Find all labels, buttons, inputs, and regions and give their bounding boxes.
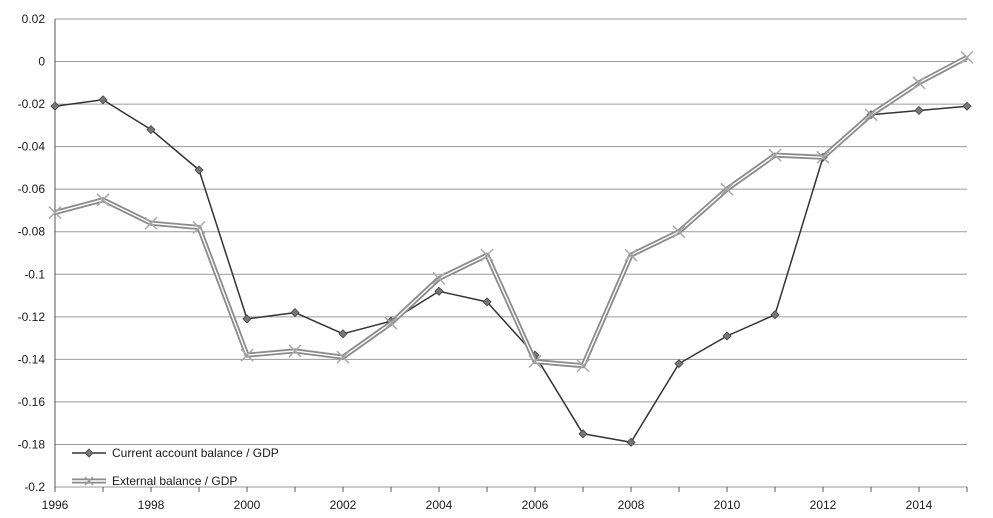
data-point-external-balance <box>144 216 158 230</box>
y-tick-label: -0.08 <box>18 225 46 239</box>
x-tick-label: 2010 <box>714 498 741 512</box>
data-point-current-account <box>146 125 156 135</box>
legend-item-external-balance: External balance / GDP <box>72 474 237 488</box>
legend-label-external-balance: External balance / GDP <box>112 474 237 488</box>
data-point-external-balance <box>816 150 830 164</box>
x-tick-label: 2008 <box>618 498 645 512</box>
data-point-current-account <box>626 437 636 447</box>
series-line-current-account <box>54 99 968 444</box>
data-point-current-account <box>914 105 924 116</box>
y-tick-label: -0.06 <box>18 182 46 196</box>
data-point-external-balance <box>240 348 254 362</box>
data-point-current-account <box>770 310 780 320</box>
data-point-external-balance <box>48 206 62 220</box>
x-tick-label: 2014 <box>906 498 933 512</box>
data-point-external-balance <box>768 148 782 162</box>
data-point-external-balance <box>528 354 542 369</box>
data-point-current-account <box>242 314 252 324</box>
legend-marker-diamond <box>84 448 94 458</box>
data-point-external-balance <box>192 220 206 235</box>
x-tick-label: 2012 <box>810 498 837 512</box>
data-point-current-account <box>674 359 684 369</box>
series-line-external-balance <box>54 55 969 369</box>
data-point-external-balance <box>672 225 686 239</box>
legend-label-current-account: Current account balance / GDP <box>112 446 279 460</box>
data-point-external-balance <box>432 271 446 286</box>
data-point-external-balance <box>864 108 878 122</box>
y-tick-label: -0.16 <box>18 395 46 409</box>
legend: Current account balance / GDP External b… <box>72 446 279 488</box>
legend-item-current-account: Current account balance / GDP <box>72 446 279 460</box>
series-layer <box>48 50 974 447</box>
series-line-external-balance-inner <box>54 56 968 367</box>
data-point-current-account <box>194 165 204 175</box>
data-point-external-balance <box>288 344 302 358</box>
data-point-current-account <box>962 101 972 111</box>
data-point-current-account <box>50 101 60 111</box>
legend-marker-x <box>84 476 94 486</box>
data-point-external-balance <box>384 316 398 330</box>
data-point-current-account <box>482 297 492 307</box>
x-tick-label: 1996 <box>42 498 69 512</box>
y-tick-label: -0.1 <box>24 267 45 281</box>
grid-layer <box>55 18 967 488</box>
data-point-external-balance <box>96 193 110 207</box>
data-point-external-balance <box>336 350 350 364</box>
x-tick-label: 2002 <box>330 498 357 512</box>
data-point-current-account <box>722 331 732 341</box>
y-tick-label: -0.14 <box>18 352 46 366</box>
data-point-current-account <box>290 307 300 318</box>
y-tick-label: -0.2 <box>24 480 45 494</box>
y-tick-label: -0.18 <box>18 437 46 451</box>
data-point-external-balance <box>576 359 590 373</box>
data-point-external-balance <box>480 248 494 262</box>
data-point-external-balance <box>912 76 926 90</box>
y-tick-label: -0.12 <box>18 310 46 324</box>
y-tick-label: 0.02 <box>22 12 46 26</box>
x-tick-label: 1998 <box>138 498 165 512</box>
data-point-current-account <box>98 95 108 105</box>
y-tick-label: -0.02 <box>18 97 46 111</box>
data-point-current-account <box>578 429 588 439</box>
data-point-external-balance <box>720 182 734 196</box>
data-point-external-balance <box>624 248 638 262</box>
data-point-current-account <box>338 329 348 339</box>
y-tick-label: 0 <box>38 55 45 69</box>
x-tick-label: 2000 <box>234 498 261 512</box>
y-tick-label: -0.04 <box>18 140 46 154</box>
data-point-external-balance <box>960 50 974 64</box>
data-point-current-account <box>434 286 444 296</box>
axis-layer: 0.02 0 -0.02 -0.04 -0.06 -0.08 -0.1 -0.12 -0.14 -… <box>18 12 968 512</box>
x-tick-label: 2006 <box>522 498 549 512</box>
x-tick-label: 2004 <box>426 498 453 512</box>
